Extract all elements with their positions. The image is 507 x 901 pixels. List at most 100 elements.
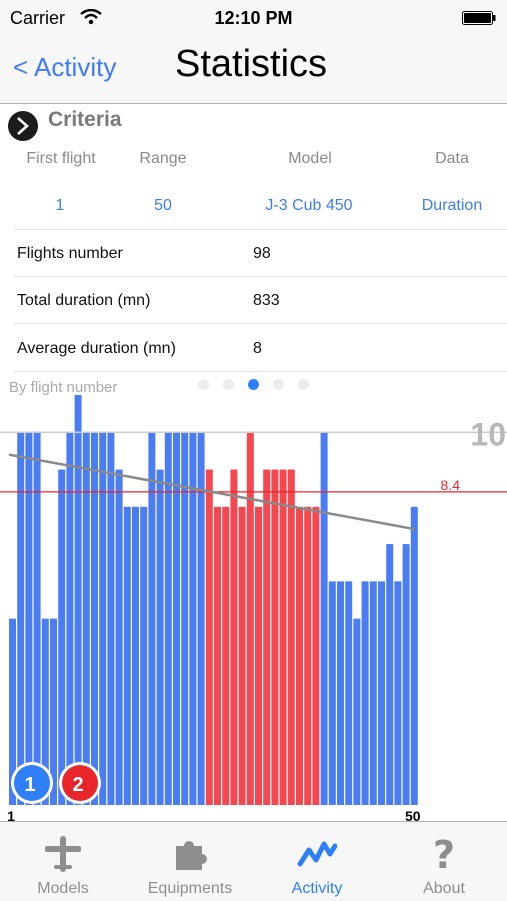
chart-bar [328, 581, 336, 805]
page-dot[interactable] [248, 379, 259, 390]
range-selector[interactable]: 50 [154, 197, 172, 214]
chart-bar [402, 544, 410, 805]
tab-activity[interactable]: Activity [254, 822, 380, 901]
tab-models[interactable]: Models [0, 822, 126, 901]
chart-bar [181, 432, 189, 805]
chart-bar [230, 469, 238, 805]
chart-bar [279, 469, 287, 805]
page-dot[interactable] [273, 379, 284, 390]
first-flight-selector[interactable]: 1 [55, 197, 65, 214]
status-time: 12:10 PM [214, 8, 293, 28]
page-title: Statistics [175, 43, 328, 85]
back-button[interactable]: < Activity [13, 52, 117, 82]
stat-value-average-duration: 8 [253, 340, 262, 357]
puzzle-icon [176, 841, 207, 870]
chart-bar [156, 469, 164, 805]
average-line-label: 8.4 [441, 477, 461, 493]
disclosure-icon[interactable] [7, 110, 39, 142]
stat-label-total-duration: Total duration (mn) [17, 292, 151, 309]
chart-bar [17, 432, 25, 805]
stat-label-flights-number: Flights number [17, 245, 123, 262]
chart-subtitle: By flight number [9, 379, 118, 396]
stat-value-flights-number: 98 [253, 245, 271, 262]
tab-label-activity: Activity [291, 880, 343, 897]
divider [14, 276, 507, 277]
chart-bar [214, 506, 221, 805]
chart-bar [82, 432, 90, 805]
battery-icon [462, 11, 496, 25]
carrier-label: Carrier [10, 8, 66, 28]
svg-text:?: ? [433, 834, 455, 874]
criteria-title: Criteria [48, 108, 122, 131]
chart-bar [361, 581, 369, 805]
header-data: Data [435, 150, 469, 167]
chart-bar [378, 581, 385, 805]
stat-value-total-duration: 833 [253, 292, 280, 309]
chart-bar [66, 432, 74, 805]
chart-bar [222, 506, 230, 805]
chart-bar [337, 581, 344, 805]
chart-bar [41, 618, 49, 805]
tab-equipments[interactable]: Equipments [127, 822, 253, 901]
chart-bar [345, 581, 353, 805]
stat-label-average-duration: Average duration (mn) [17, 340, 176, 357]
chart-bar [312, 506, 320, 805]
marker-badge [62, 765, 98, 801]
chart-bar [50, 618, 57, 805]
tab-label-models: Models [37, 880, 89, 897]
divider [14, 229, 507, 230]
chart-bar [263, 469, 271, 805]
chart-bar [25, 432, 33, 805]
page-dot[interactable] [198, 379, 209, 390]
chart-bar [320, 432, 328, 805]
tab-label-about: About [423, 880, 465, 897]
trend-line [8, 453, 416, 531]
model-selector[interactable]: J-3 Cub 450 [265, 197, 353, 214]
wifi-icon [80, 9, 102, 25]
chart-bar [304, 506, 312, 805]
chart-bar [58, 469, 66, 805]
chart-bar [9, 618, 16, 805]
chart-bar [238, 506, 246, 805]
chart-bar [189, 432, 197, 805]
marker-badge [14, 765, 50, 801]
header-range: Range [139, 150, 187, 167]
navigation-bar: < Activity Statistics [0, 36, 507, 104]
x-tick-label-start: 1 [7, 808, 15, 824]
max-reference-label: 10 [470, 416, 506, 452]
chart-bar [107, 432, 115, 805]
chart-bar [197, 432, 205, 805]
header-first-flight: First flight [26, 150, 96, 167]
question-icon: ? [433, 834, 455, 874]
page-dot[interactable] [223, 379, 234, 390]
chart-bar [353, 618, 361, 805]
chart-bar [271, 469, 279, 805]
chart-bar [74, 395, 82, 805]
chart-bar [140, 506, 148, 805]
divider [14, 323, 507, 324]
chart-bar [115, 469, 123, 805]
chart-bar [287, 469, 295, 805]
chart-bar [99, 432, 107, 805]
status-bar: Carrier 12:10 PM [0, 0, 507, 36]
chart-bar [132, 506, 139, 805]
tab-label-equipments: Equipments [147, 880, 233, 897]
chart-bar [91, 432, 98, 805]
data-selector[interactable]: Duration [421, 197, 483, 214]
airplane-icon [45, 836, 81, 872]
tab-bar: Models Equipments Activity ? About [0, 821, 507, 901]
chart-bar [386, 544, 394, 805]
tab-about[interactable]: ? About [381, 822, 507, 901]
divider [14, 371, 507, 372]
chart-bar [205, 469, 213, 805]
marker-label: 2 [72, 774, 83, 796]
chart-bar [255, 506, 262, 805]
page-dot[interactable] [298, 379, 309, 390]
chart-bar [123, 506, 131, 805]
duration-bar-chart: 10 8.4 1 50 1 2 [0, 395, 507, 824]
chart-bar [148, 432, 156, 805]
chart-bar [369, 581, 377, 805]
chart-bar [33, 432, 41, 805]
header-model: Model [288, 150, 332, 167]
chart-bar [296, 506, 303, 805]
